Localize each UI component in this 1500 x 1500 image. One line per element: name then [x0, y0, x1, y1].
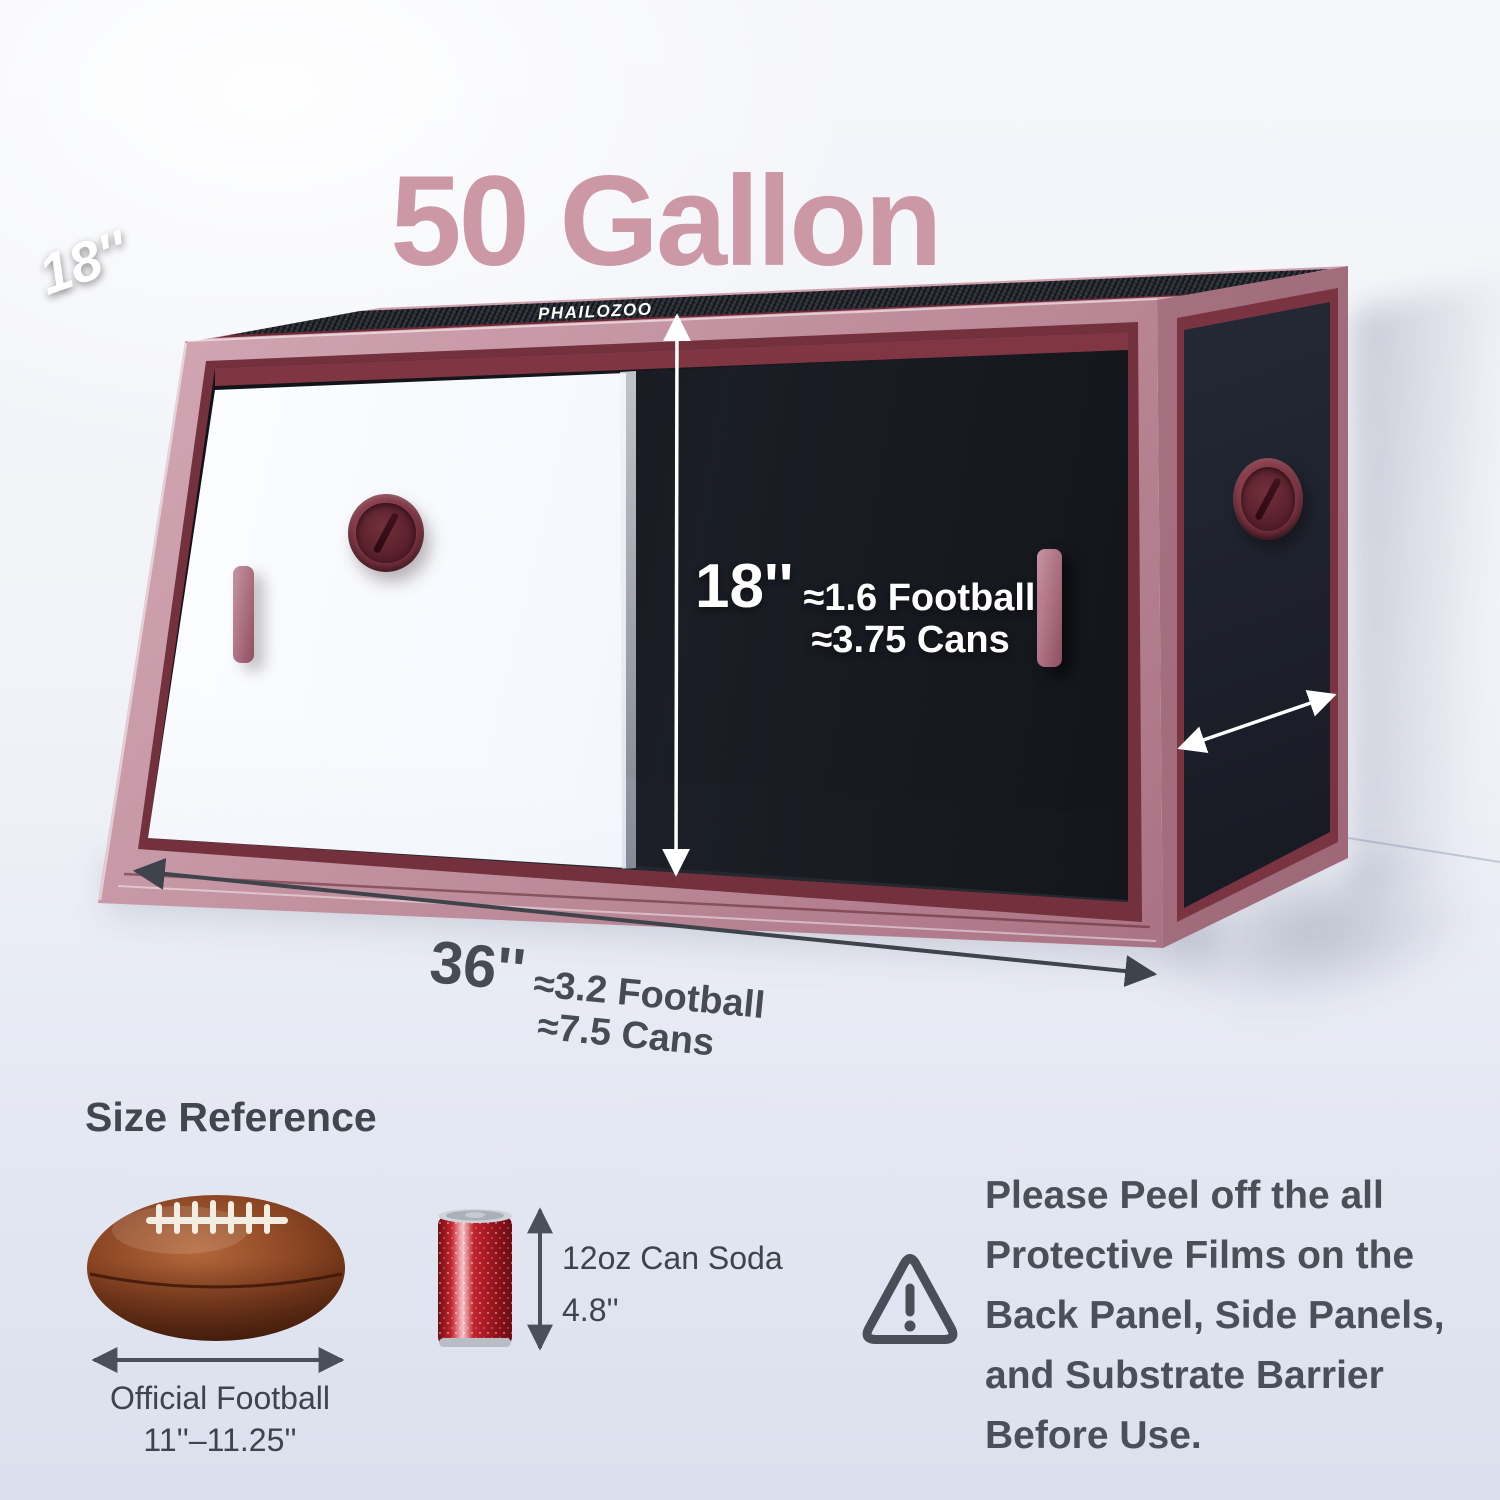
wall-shadow — [1352, 273, 1500, 896]
warning-triangle-icon — [862, 1254, 958, 1344]
round-vent-front-inner — [356, 502, 416, 564]
warning-line: Before Use. — [985, 1414, 1202, 1457]
football-label-text: Official Football — [110, 1380, 330, 1416]
football-size-text: 11''–11.25'' — [143, 1421, 297, 1458]
warning-line: Protective Films on the — [985, 1234, 1415, 1277]
height-cans-equiv: ≈3.75 Cans — [811, 618, 1010, 661]
can-size: 4.8'' — [562, 1292, 619, 1328]
size-reference-heading: Size Reference — [85, 1094, 377, 1140]
football-label: Official Football 11''–11.25'' — [55, 1378, 385, 1461]
round-vent-front — [348, 494, 424, 572]
round-vent-side — [1233, 458, 1303, 540]
round-vent-side-slit — [1254, 477, 1282, 521]
warning-line: Back Panel, Side Panels, — [985, 1294, 1445, 1337]
width-value: 36'' — [426, 928, 529, 1004]
soda-can-image — [438, 1209, 512, 1347]
round-vent-side-inner — [1240, 467, 1296, 531]
height-value: 18'' — [695, 552, 794, 621]
can-label: 12oz Can Soda — [562, 1240, 783, 1276]
warning-line: Please Peel off the all — [985, 1174, 1384, 1217]
page-title: 50 Gallon — [390, 150, 942, 293]
round-vent-front-slit — [372, 512, 400, 554]
door-handle-right — [1037, 549, 1062, 667]
football-image — [87, 1195, 345, 1341]
height-dimension-label: 18'' ≈1.6 Football ≈3.75 Cans — [695, 556, 1035, 662]
warning-line: and Substrate Barrier — [985, 1354, 1384, 1397]
height-football-equiv: ≈1.6 Football — [803, 577, 1036, 619]
door-handle-left — [233, 566, 254, 663]
warning-message: Please Peel off the all Protective Films… — [985, 1166, 1500, 1466]
